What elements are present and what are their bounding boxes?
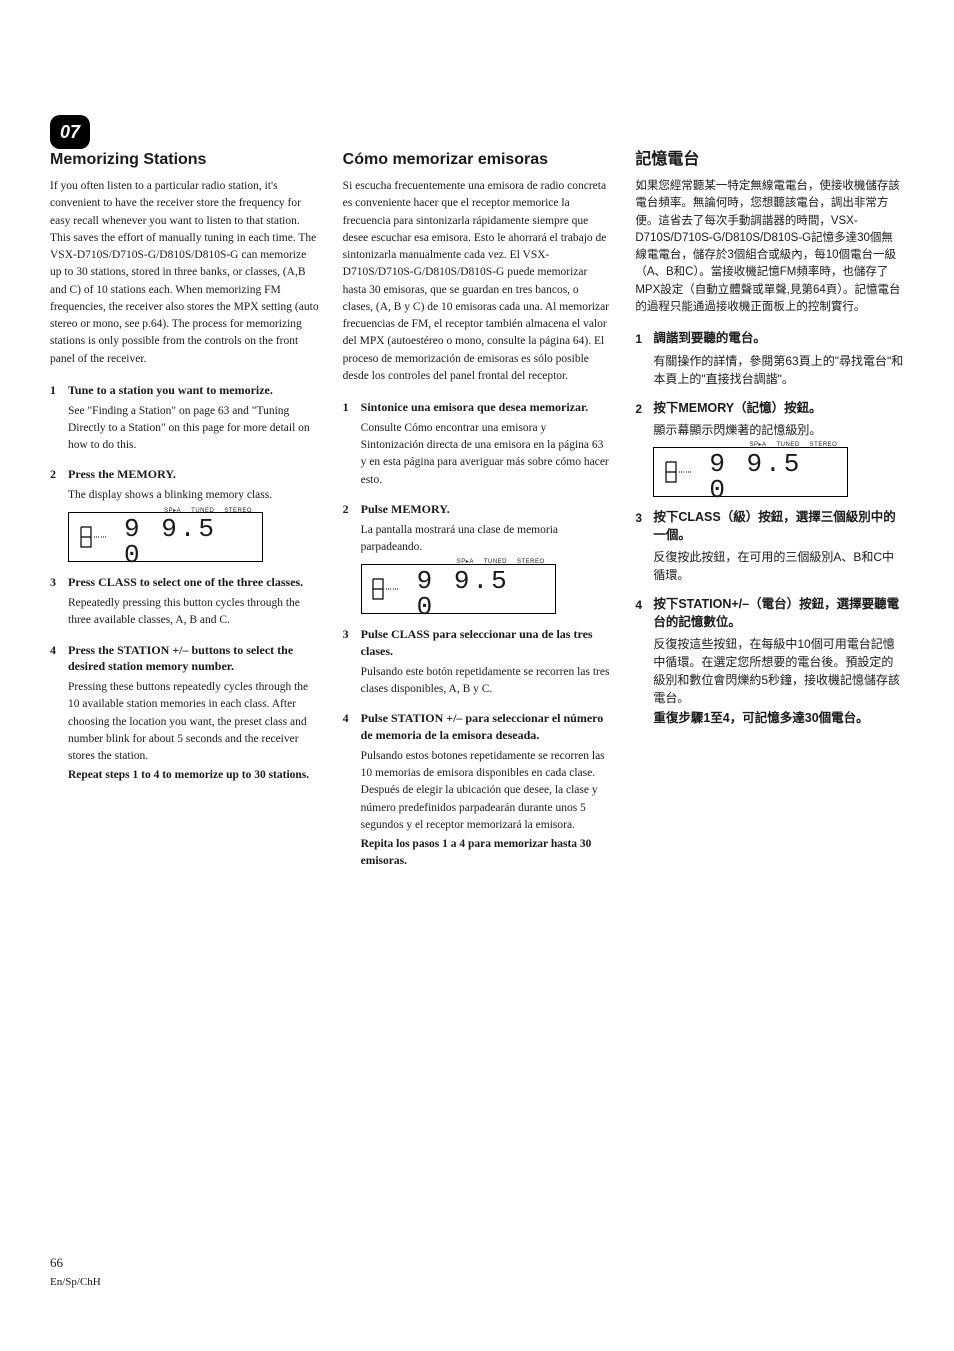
step-number: 1	[50, 382, 56, 399]
step-number: 4	[50, 642, 56, 659]
display-class-icon	[654, 448, 709, 496]
lcd-display: SP▸ATUNEDSTEREO9 9.5 0	[361, 564, 556, 614]
step-body: Repeatedly pressing this button cycles t…	[68, 595, 319, 630]
step-item: 3 Press CLASS to select one of the three …	[50, 574, 319, 629]
page-footer: 66 En/Sp/ChH	[50, 1254, 101, 1291]
column-chinese: 記憶電台 如果您經常聽某一特定無線電電台，使接收機儲存該電台頻率。無論何時，您想…	[635, 150, 904, 883]
step-title: Press the MEMORY.	[68, 466, 319, 483]
display-indicator: STEREO	[224, 507, 252, 516]
step-body: Consulte Cómo encontrar una emisora y Si…	[361, 420, 612, 489]
page-number: 66	[50, 1254, 101, 1273]
step-item: 1 Sintonice una emisora que desea memoriz…	[343, 399, 612, 489]
display-class-icon	[69, 513, 124, 561]
step-body: 顯示幕顯示閃爍著的記憶級別。	[653, 421, 904, 439]
steps-zh: 1 調諧到要聽的電台。有關操作的詳情，參閱第63頁上的"尋找電台"和本頁上的"直接…	[635, 330, 904, 728]
step-item: 4 Pulse STATION +/– para seleccionar el n…	[343, 710, 612, 870]
step-item: 2 Press the MEMORY. The display shows a bl…	[50, 466, 319, 562]
column-english: Memorizing Stations If you often listen …	[50, 150, 319, 883]
display-frequency: 9 9.5 0	[709, 451, 837, 503]
step-item: 1 Tune to a station you want to memorize.…	[50, 382, 319, 455]
step-item: 2 按下MEMORY（記憶）按鈕。顯示幕顯示閃爍著的記憶級別。 SP▸ATUNEDS…	[635, 400, 904, 498]
step-number: 2	[343, 501, 349, 518]
intro-en: If you often listen to a particular radi…	[50, 178, 319, 368]
step-body: See "Finding a Station" on page 63 and "…	[68, 403, 319, 455]
step-number: 1	[343, 399, 349, 416]
step-body: 反復按此按鈕，在可用的三個級別A、B和C中循環。	[653, 548, 904, 584]
section-title-es: Cómo memorizar emisoras	[343, 150, 612, 170]
intro-zh: 如果您經常聽某一特定無線電電台，使接收機儲存該電台頻率。無論何時，您想聽該電台，…	[635, 178, 904, 316]
step-title: 調諧到要聽的電台。	[653, 330, 904, 348]
display-frequency: 9 9.5 0	[124, 516, 252, 568]
step-item: 1 調諧到要聽的電台。有關操作的詳情，參閱第63頁上的"尋找電台"和本頁上的"直接…	[635, 330, 904, 388]
step-number: 1	[635, 330, 642, 349]
step-number: 4	[343, 710, 349, 727]
step-title: Sintonice una emisora que desea memoriza…	[361, 399, 612, 416]
section-title-zh: 記憶電台	[635, 150, 904, 170]
display-indicator: STEREO	[810, 441, 838, 451]
step-title: Tune to a station you want to memorize.	[68, 382, 319, 399]
step-title: Pulse MEMORY.	[361, 501, 612, 518]
display-frequency: 9 9.5 0	[417, 568, 545, 620]
step-body: Pressing these buttons repeatedly cycles…	[68, 679, 319, 765]
step-number: 2	[635, 400, 642, 419]
chapter-badge: 07	[50, 115, 90, 149]
step-repeat-note: 重復步驟1至4，可記憶多達30個電台。	[653, 709, 904, 728]
step-item: 4 按下STATION+/–（電台）按鈕，選擇要聽電台的記憶數位。反復按這些按鈕，…	[635, 596, 904, 728]
step-repeat-note: Repeat steps 1 to 4 to memorize up to 30…	[68, 767, 319, 784]
step-body: 有關操作的詳情，參閱第63頁上的"尋找電台"和本頁上的"直接找台調諧"。	[653, 352, 904, 388]
column-spanish: Cómo memorizar emisoras Si escucha frecu…	[343, 150, 612, 883]
step-title: Pulse STATION +/– para seleccionar el nú…	[361, 710, 612, 744]
step-title: 按下MEMORY（記憶）按鈕。	[653, 400, 904, 418]
step-title: Press the STATION +/– buttons to select …	[68, 642, 319, 676]
steps-es: 1 Sintonice una emisora que desea memoriz…	[343, 399, 612, 871]
step-number: 3	[50, 574, 56, 591]
step-body: The display shows a blinking memory clas…	[68, 487, 319, 504]
steps-en: 1 Tune to a station you want to memorize.…	[50, 382, 319, 785]
intro-es: Si escucha frecuentemente una emisora de…	[343, 178, 612, 385]
page-langs: En/Sp/ChH	[50, 1275, 101, 1291]
step-title: Press CLASS to select one of the three c…	[68, 574, 319, 591]
step-body: Pulsando estos botones repetidamente se …	[361, 748, 612, 834]
display-indicator: STEREO	[517, 558, 545, 567]
step-item: 3 按下CLASS（級）按鈕，選擇三個級別中的一個。反復按此按鈕，在可用的三個級別…	[635, 509, 904, 584]
step-title: 按下CLASS（級）按鈕，選擇三個級別中的一個。	[653, 509, 904, 544]
display-class-icon	[362, 565, 417, 613]
step-repeat-note: Repita los pasos 1 a 4 para memorizar ha…	[361, 836, 612, 871]
step-number: 3	[635, 509, 642, 528]
step-title: Pulse CLASS para seleccionar una de las …	[361, 626, 612, 660]
step-title: 按下STATION+/–（電台）按鈕，選擇要聽電台的記憶數位。	[653, 596, 904, 631]
step-number: 3	[343, 626, 349, 643]
step-item: 3 Pulse CLASS para seleccionar una de las…	[343, 626, 612, 698]
step-number: 2	[50, 466, 56, 483]
lcd-display: SP▸ATUNEDSTEREO9 9.5 0	[68, 512, 263, 562]
step-item: 2 Pulse MEMORY. La pantalla mostrará una c…	[343, 501, 612, 614]
lcd-display: SP▸ATUNEDSTEREO9 9.5 0	[653, 447, 848, 497]
step-body: La pantalla mostrará una clase de memori…	[361, 522, 612, 557]
step-body: 反復按這些按鈕，在每級中10個可用電台記憶中循環。在選定您所想要的電台後。預設定…	[653, 635, 904, 707]
step-number: 4	[635, 596, 642, 615]
section-title-en: Memorizing Stations	[50, 150, 319, 170]
step-body: Pulsando este botón repetidamente se rec…	[361, 664, 612, 699]
content-columns: Memorizing Stations If you often listen …	[50, 150, 904, 883]
step-item: 4 Press the STATION +/– buttons to select…	[50, 642, 319, 785]
